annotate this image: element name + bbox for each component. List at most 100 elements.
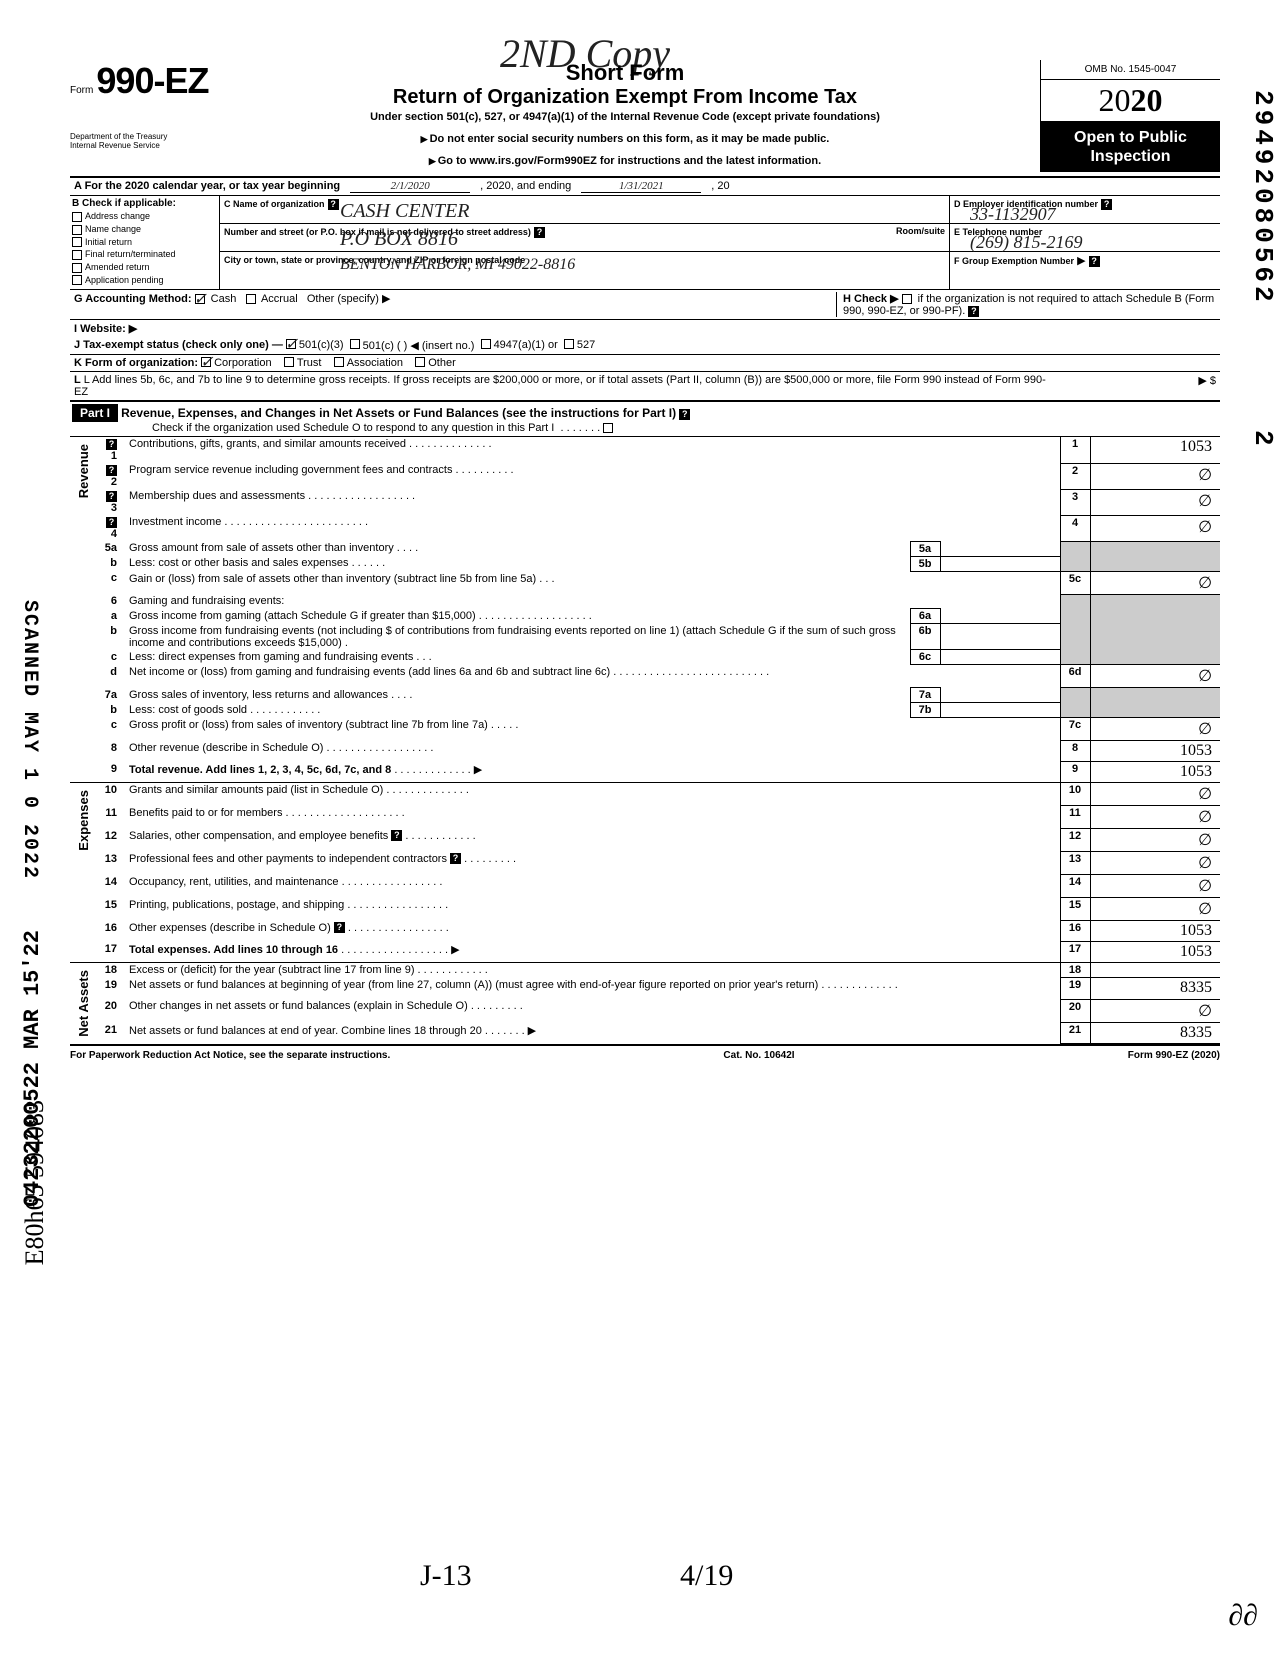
line21-value[interactable]: 8335 — [1090, 1023, 1220, 1044]
line3-value[interactable]: ∅ — [1090, 489, 1220, 515]
chk-501c[interactable] — [350, 339, 360, 349]
bottom-hand-b: 4/19 — [680, 1559, 733, 1593]
part1-badge: Part I — [72, 404, 118, 422]
line1-value[interactable]: 1053 — [1090, 437, 1220, 463]
form-prefix: Form — [70, 85, 93, 96]
bottom-hand-a: J-13 — [420, 1559, 472, 1593]
footer-left: For Paperwork Reduction Act Notice, see … — [70, 1050, 390, 1061]
chk-4947[interactable] — [481, 339, 491, 349]
line6d-value[interactable]: ∅ — [1090, 665, 1220, 688]
form-id-block: Form 990-EZ Department of the Treasury I… — [70, 60, 210, 150]
line19-value[interactable]: 8335 — [1090, 978, 1220, 999]
section-l-arrow: ▶ $ — [1056, 374, 1216, 398]
dept-label: Department of the Treasury Internal Reve… — [70, 132, 210, 150]
line16-value[interactable]: 1053 — [1090, 921, 1220, 942]
ssn-warning: Do not enter social security numbers on … — [210, 133, 1040, 145]
help-icon[interactable]: ? — [1089, 256, 1100, 267]
help-icon[interactable]: ? — [679, 409, 690, 420]
chk-address-change[interactable]: Address change — [72, 211, 217, 222]
chk-527[interactable] — [564, 339, 574, 349]
ein-value[interactable]: 33-1132907 — [970, 204, 1056, 225]
help-icon[interactable]: ? — [1101, 199, 1112, 210]
chk-sched-b[interactable] — [902, 294, 912, 304]
chk-accrual[interactable] — [246, 294, 256, 304]
help-icon[interactable]: ? — [534, 227, 545, 238]
opt-4947: 4947(a)(1) or — [494, 339, 558, 352]
section-h-label: H Check ▶ — [843, 293, 899, 305]
chk-sched-o[interactable] — [603, 423, 613, 433]
line12-value[interactable]: ∅ — [1090, 829, 1220, 852]
chk-assoc[interactable] — [334, 357, 344, 367]
section-b: B Check if applicable: Address change Na… — [70, 196, 220, 289]
section-b-header: B Check if applicable: — [72, 198, 217, 209]
section-a-label: A For the 2020 calendar year, or tax yea… — [74, 180, 340, 193]
form-page: Form 990-EZ Department of the Treasury I… — [70, 60, 1220, 1061]
section-g-h-row: G Accounting Method: ✓ Cash Accrual Othe… — [70, 290, 1220, 320]
opt-trust: Trust — [297, 357, 322, 369]
title-block: Short Form Return of Organization Exempt… — [210, 60, 1040, 167]
org-name-value[interactable]: CASH CENTER — [340, 200, 469, 223]
line13-value[interactable]: ∅ — [1090, 852, 1220, 875]
org-city-value[interactable]: BENTON HARBOR, MI 49022-8816 — [340, 256, 575, 274]
chk-cash[interactable]: ✓ — [195, 294, 205, 304]
line18-value[interactable] — [1090, 963, 1220, 978]
line2-value[interactable]: ∅ — [1090, 463, 1220, 489]
chk-final-return[interactable]: Final return/terminated — [72, 249, 217, 260]
help-icon[interactable]: ? — [328, 199, 339, 210]
line11-value[interactable]: ∅ — [1090, 806, 1220, 829]
stamp-right-mid: 2 — [1248, 430, 1278, 446]
footer-right: Form 990-EZ (2020) — [1128, 1050, 1220, 1061]
opt-corp: Corporation — [214, 357, 271, 369]
footer-mid: Cat. No. 10642I — [723, 1050, 794, 1061]
phone-value[interactable]: (269) 815-2169 — [970, 232, 1082, 253]
section-j-row: J Tax-exempt status (check only one) — ✓… — [70, 337, 1220, 355]
omb-number: OMB No. 1545-0047 — [1041, 60, 1220, 80]
part1-title: Revenue, Expenses, and Changes in Net As… — [121, 406, 676, 420]
section-a-tail: , 20 — [711, 180, 729, 193]
opt-other-org: Other — [428, 357, 456, 369]
opt-527: 527 — [577, 339, 595, 352]
expenses-side-label: Expenses — [74, 784, 93, 857]
section-c: C Name of organization ? CASH CENTER Num… — [220, 196, 950, 289]
section-l-row: L L Add lines 5b, 6c, and 7b to line 9 t… — [70, 372, 1220, 401]
chk-amended-return[interactable]: Amended return — [72, 262, 217, 273]
stamp-dln-left: 04232200522 MAR 15'22 — [20, 930, 45, 1207]
part1-lines-table: Revenue ? 1 Contributions, gifts, grants… — [70, 437, 1220, 1044]
part1-check-line: Check if the organization used Schedule … — [72, 422, 1218, 434]
line15-value[interactable]: ∅ — [1090, 898, 1220, 921]
chk-application-pending[interactable]: Application pending — [72, 275, 217, 286]
org-info-grid: B Check if applicable: Address change Na… — [70, 196, 1220, 290]
bottom-hand-c: ∂∂ — [1228, 1599, 1258, 1633]
chk-initial-return[interactable]: Initial return — [72, 237, 217, 248]
tax-year-end[interactable]: 1/31/2021 — [581, 180, 701, 193]
form-header: Form 990-EZ Department of the Treasury I… — [70, 60, 1220, 178]
chk-corp[interactable]: ✓ — [201, 357, 211, 367]
line14-value[interactable]: ∅ — [1090, 875, 1220, 898]
tax-year-begin[interactable]: 2/1/2020 — [350, 180, 470, 193]
chk-other-org[interactable] — [415, 357, 425, 367]
line10-value[interactable]: ∅ — [1090, 783, 1220, 806]
opt-assoc: Association — [347, 357, 403, 369]
line8-value[interactable]: 1053 — [1090, 741, 1220, 762]
line20-value[interactable]: ∅ — [1090, 999, 1220, 1022]
website-label: I Website: ▶ — [74, 323, 137, 335]
opt-501c3: 501(c)(3) — [299, 339, 344, 352]
chk-name-change[interactable]: Name change — [72, 224, 217, 235]
line5c-value[interactable]: ∅ — [1090, 571, 1220, 594]
opt-other: Other (specify) — [307, 293, 379, 305]
room-suite-label: Room/suite — [896, 226, 945, 236]
line9-value[interactable]: 1053 — [1090, 762, 1220, 783]
section-i-row: I Website: ▶ — [70, 320, 1220, 337]
subtitle: Under section 501(c), 527, or 4947(a)(1)… — [210, 111, 1040, 123]
section-k-label: K Form of organization: — [74, 357, 198, 369]
help-icon[interactable]: ? — [968, 306, 979, 317]
line17-value[interactable]: 1053 — [1090, 942, 1220, 963]
chk-trust[interactable] — [284, 357, 294, 367]
goto-link: Go to www.irs.gov/Form990EZ for instruct… — [210, 155, 1040, 167]
org-addr-value[interactable]: P.O BOX 8816 — [340, 228, 458, 251]
line7c-value[interactable]: ∅ — [1090, 718, 1220, 741]
line4-value[interactable]: ∅ — [1090, 515, 1220, 541]
opt-accrual: Accrual — [261, 293, 298, 305]
opt-cash: Cash — [211, 293, 237, 305]
chk-501c3[interactable]: ✓ — [286, 339, 296, 349]
